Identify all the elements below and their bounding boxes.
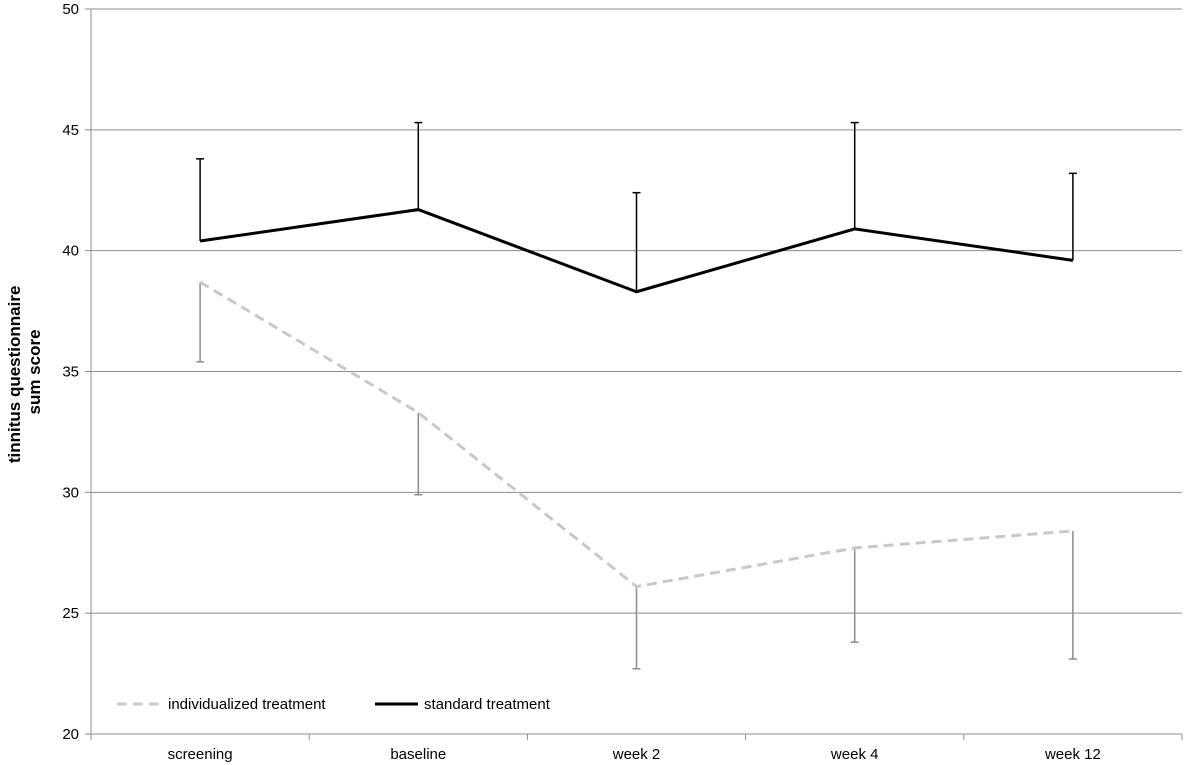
y-tick-label: 50 <box>62 1 79 18</box>
axes: 20 25 30 35 40 45 50 screening baseline week 2 wee… <box>62 1 1183 763</box>
y-tick-label: 45 <box>62 122 79 139</box>
grid-lines <box>91 8 1182 614</box>
x-tick-label: screening <box>168 746 233 763</box>
y-tick-label: 30 <box>62 484 79 501</box>
legend-label-individualized-treatment: individualized treatment <box>168 696 326 713</box>
x-tick-label: week 2 <box>612 746 661 763</box>
x-tick-label: baseline <box>390 746 446 763</box>
error-bars <box>196 121 1077 670</box>
y-tick-label: 25 <box>62 605 79 622</box>
legend: individualized treatment standard treatm… <box>117 696 551 713</box>
y-tick-label: 20 <box>62 726 79 743</box>
series-line-standard-treatment <box>199 208 1074 294</box>
series-lines <box>199 208 1074 589</box>
y-tick-label: 35 <box>62 364 79 381</box>
y-axis-title-line-2: sum score <box>25 329 44 414</box>
y-tick-label: 40 <box>62 243 79 260</box>
x-tick-label: week 4 <box>830 746 879 763</box>
y-axis-title: tinnitus questionnaire sum score <box>5 281 44 463</box>
legend-label-standard-treatment: standard treatment <box>424 696 551 713</box>
x-tick-label: week 12 <box>1044 746 1101 763</box>
series-line-individualized-treatment <box>199 280 1074 589</box>
y-axis-title-line-1: tinnitus questionnaire <box>5 286 24 464</box>
